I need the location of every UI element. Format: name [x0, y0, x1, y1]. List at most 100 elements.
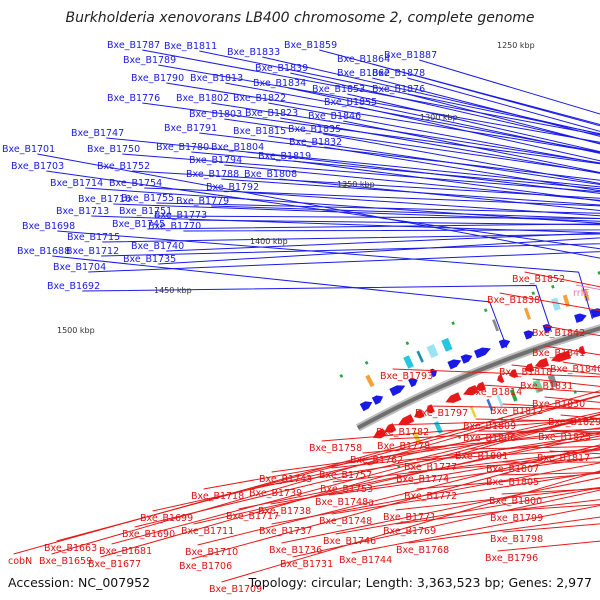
rrna-gene-label: rrlE: [573, 288, 589, 299]
reverse-cog-block: [433, 421, 443, 434]
reverse-gene-leader-line: [203, 417, 600, 490]
forward-gene-label: Bxe_B1714: [50, 178, 103, 189]
reverse-gene-label: Bxe_B1690: [122, 529, 175, 540]
reverse-gene-leader-line: [271, 462, 600, 525]
forward-gene-label: Bxe_B1715: [67, 232, 120, 243]
forward-gene-label: Bxe_B1834: [253, 78, 306, 89]
reverse-gene-leader-line: [13, 390, 600, 555]
reverse-gene-label: Bxe_B1852: [512, 274, 565, 285]
forward-cog-block: [365, 374, 375, 388]
forward-gene-leader-line: [102, 233, 600, 243]
forward-gene-label: Bxe_B1688: [17, 246, 70, 257]
forward-gene-label: Bxe_B1878: [372, 68, 425, 79]
forward-gene-arrow: [389, 385, 406, 397]
forward-gene-label: Bxe_B1704: [53, 262, 106, 273]
reverse-gene-arrow: [397, 414, 415, 426]
forward-cog-block: [441, 337, 453, 352]
reverse-gene-label: Bxe_B1699: [140, 513, 193, 524]
reverse-gene-leader-line: [261, 433, 600, 487]
forward-gene-label: Bxe_B1750: [87, 144, 140, 155]
forward-gene-arrow: [460, 354, 473, 364]
reverse-cog-block: [496, 394, 504, 407]
forward-gene-label: Bxe_B1811: [164, 41, 217, 52]
forward-gene-label: Bxe_B1823: [245, 108, 298, 119]
reverse-gene-leader-line: [197, 444, 600, 546]
forward-gene-leader-line: [106, 137, 600, 188]
forward-gene-label: Bxe_B1735: [123, 254, 176, 265]
forward-gene-label: Bxe_B1692: [47, 281, 100, 292]
reverse-gene-leader-line: [281, 477, 600, 544]
forward-gene-label: Bxe_B1853: [312, 84, 365, 95]
outer-marker: [531, 291, 536, 296]
reverse-gene-arrow: [475, 381, 486, 392]
forward-gene-leader-line: [144, 187, 600, 207]
reverse-gene-label: Bxe_B1797: [415, 408, 468, 419]
forward-gene-label: Bxe_B1846: [308, 111, 361, 122]
reverse-gene-label: Bxe_B1778: [377, 441, 430, 452]
reverse-gene-leader-line: [134, 414, 600, 528]
forward-gene-label: Bxe_B1835: [288, 124, 341, 135]
reverse-gene-leader-line: [56, 394, 600, 542]
forward-gene-leader-line: [52, 255, 508, 348]
kbp-tick-label: 1350 kbp: [337, 180, 375, 189]
reverse-gene-label: Bxe_B1771: [383, 512, 436, 523]
forward-gene-leader-line: [191, 151, 600, 190]
reverse-gene-label: Bxe_B1768: [396, 545, 449, 556]
reverse-gene-leader-line: [191, 446, 600, 560]
reverse-gene-label: Bxe_B1817: [537, 453, 590, 464]
reverse-gene-label: Bxe_B1753: [320, 484, 373, 495]
forward-gene-label: Bxe_B1701: [2, 144, 55, 155]
forward-gene-label: Bxe_B1859: [284, 40, 337, 51]
reverse-gene-leader-line: [152, 411, 600, 512]
forward-cog-block: [523, 307, 532, 320]
reverse-gene-leader-line: [331, 438, 600, 469]
reverse-gene-leader-line: [271, 427, 600, 473]
outer-marker: [451, 321, 455, 326]
reverse-gene-label: Bxe_B1806: [463, 433, 516, 444]
forward-gene-arrow: [498, 339, 511, 349]
page-title: Burkholderia xenovorans LB400 chromosome…: [65, 10, 535, 26]
forward-gene-label: Bxe_B1862: [337, 68, 390, 79]
forward-gene-label: Bxe_B1770: [148, 221, 201, 232]
outer-marker: [597, 271, 600, 275]
reverse-gene-leader-line: [111, 413, 600, 545]
forward-gene-label: Bxe_B1754: [109, 178, 162, 189]
forward-gene-label: Bxe_B1855: [324, 97, 377, 108]
forward-gene-leader-line: [46, 170, 600, 250]
reverse-gene-label: Bxe_B1812: [490, 406, 543, 417]
reverse-gene-label: Bxe_B1796: [485, 553, 538, 564]
reverse-gene-label: Bxe_B1739: [249, 488, 302, 499]
forward-gene-label: Bxe_B1802: [176, 93, 229, 104]
reverse-gene-label: Bxe_B1814: [469, 387, 522, 398]
forward-gene-label: Bxe_B1712: [66, 246, 119, 257]
kbp-tick-label: 1400 kbp: [250, 237, 288, 246]
forward-cog-block: [403, 355, 414, 369]
forward-gene-leader-line: [88, 251, 600, 273]
reverse-gene-label: Bxe_B1774: [396, 474, 449, 485]
forward-gene-label: Bxe_B1740: [131, 241, 184, 252]
forward-gene-leader-line: [101, 243, 600, 257]
forward-gene-label: Bxe_B1755: [121, 193, 174, 204]
reverse-gene-label: Bxe_B1805: [486, 477, 539, 488]
forward-gene-leader-line: [166, 232, 600, 252]
forward-gene-label: Bxe_B1751: [119, 206, 172, 217]
reverse-gene-label: Bxe_B1744: [339, 555, 392, 566]
forward-gene-arrow: [447, 359, 462, 370]
reverse-gene-arrow: [524, 363, 535, 373]
forward-gene-leader-line: [189, 219, 600, 226]
forward-gene-label: Bxe_B1803: [189, 109, 242, 120]
reverse-cog-block: [469, 405, 477, 418]
reverse-gene-leader-line: [100, 413, 600, 558]
forward-gene-leader-line: [142, 102, 600, 165]
forward-gene-arrow: [574, 313, 587, 323]
reverse-gene-label: Bxe_B1736: [269, 545, 322, 556]
forward-gene-leader-line: [211, 102, 600, 164]
forward-gene-label: Bxe_B1839: [255, 63, 308, 74]
reverse-gene-label: Bxe_B1706: [179, 561, 232, 572]
forward-gene-leader-line: [156, 202, 600, 214]
forward-gene-label: Bxe_B1792: [206, 182, 259, 193]
outer-marker: [364, 360, 369, 365]
reverse-gene-leader-line: [238, 435, 600, 510]
reverse-gene-label: Bxe_B1798: [490, 534, 543, 545]
